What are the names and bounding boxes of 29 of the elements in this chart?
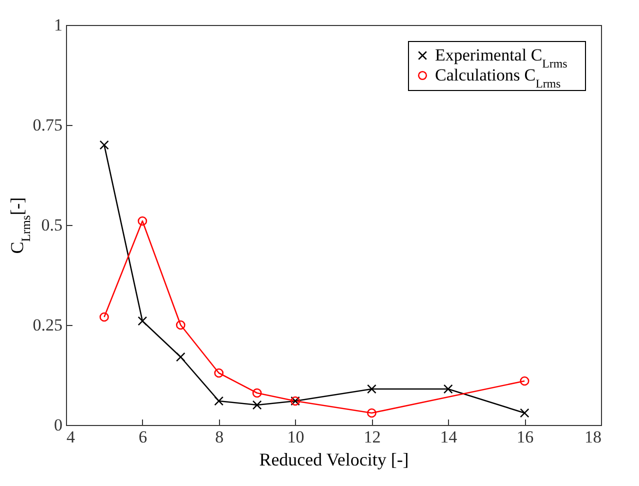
point <box>252 388 262 398</box>
x-tick-label: 4 <box>66 428 76 446</box>
point <box>138 316 148 326</box>
y-tick-label: 0.5 <box>41 216 62 234</box>
y-tick-label: 0 <box>54 416 62 434</box>
point <box>367 384 376 394</box>
point <box>520 376 530 386</box>
point <box>214 396 224 406</box>
point <box>100 140 109 150</box>
x-tick-label: 12 <box>364 428 381 446</box>
y-tick-label: 0.25 <box>32 316 62 334</box>
y-tick-label: 1 <box>54 16 62 34</box>
point <box>443 384 453 394</box>
x-axis-title: Reduced Velocity [-] <box>259 450 409 470</box>
x-tick-label: 18 <box>584 428 602 446</box>
x-tick-label: 16 <box>516 428 534 446</box>
x-tick-label: 14 <box>440 428 458 446</box>
point <box>214 368 224 378</box>
x-tick-label: 10 <box>287 428 304 446</box>
point <box>138 216 148 226</box>
x-tick-label: 6 <box>138 428 148 446</box>
point <box>100 312 109 322</box>
y-tick-label: 0.75 <box>32 116 62 134</box>
x-tick-label: 8 <box>215 428 224 446</box>
point <box>367 408 376 418</box>
point <box>520 408 530 418</box>
point <box>252 400 262 410</box>
point <box>176 320 186 330</box>
point <box>176 352 186 362</box>
